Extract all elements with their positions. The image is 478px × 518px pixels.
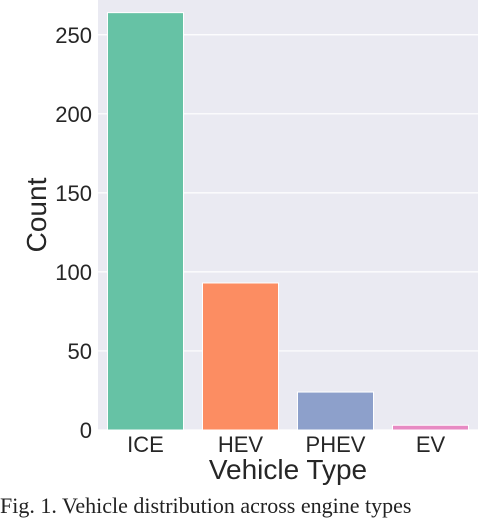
y-tick-label: 50 — [68, 339, 92, 364]
bars — [107, 12, 469, 431]
y-tick-label: 150 — [55, 181, 92, 206]
y-tick-label: 250 — [55, 23, 92, 48]
figure-caption: Fig. 1. Vehicle distribution across engi… — [0, 494, 412, 518]
y-tick-label: 200 — [55, 102, 92, 127]
x-tick-label-ev: EV — [416, 432, 446, 457]
y-tick-label: 0 — [80, 418, 92, 443]
bar-ev — [392, 424, 469, 431]
bar-hev — [202, 282, 279, 431]
x-tick-labels: ICE HEV PHEV EV — [127, 432, 445, 457]
x-tick-label-hev: HEV — [218, 432, 264, 457]
y-tick-labels: 0 50 100 150 200 250 — [55, 23, 92, 443]
x-tick-label-phev: PHEV — [306, 432, 366, 457]
x-tick-label-ice: ICE — [127, 432, 164, 457]
y-tick-label: 100 — [55, 260, 92, 285]
bar-phev — [297, 391, 374, 431]
y-axis-title: Count — [21, 177, 52, 252]
x-axis-title: Vehicle Type — [209, 454, 367, 485]
bar-chart: 0 50 100 150 200 250 ICE HEV PHEV EV Vehicle Typ… — [21, 0, 478, 485]
bar-ice — [107, 12, 184, 431]
